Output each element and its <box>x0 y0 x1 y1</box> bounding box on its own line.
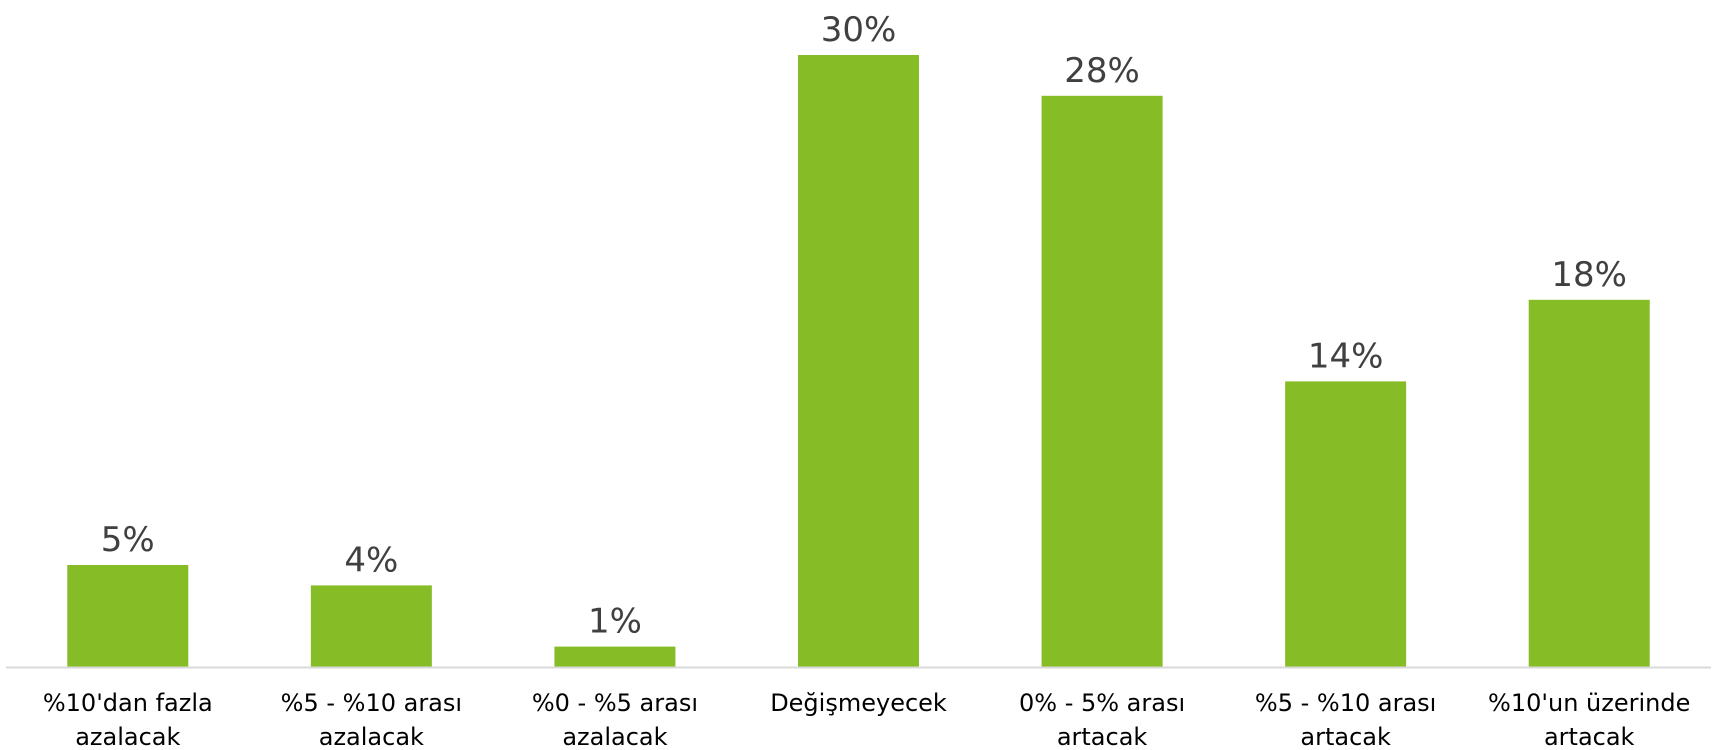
category-label-5-line-0: %5 - %10 arası <box>1255 689 1436 717</box>
category-label-4: 0% - 5% arası artacak <box>1019 689 1185 750</box>
data-label-4: 28% <box>1064 51 1140 91</box>
value-labels-layer: 5% 4% 1% 30% 28% 14% 18% <box>101 10 1627 642</box>
category-label-0-line-0: %10'dan fazla <box>43 689 213 717</box>
category-label-4-line-1: artacak <box>1057 723 1148 750</box>
category-label-6-line-0: %10'un üzerinde <box>1488 689 1690 717</box>
category-label-6-line-1: artacak <box>1544 723 1635 750</box>
category-label-2-line-0: %0 - %5 arası <box>532 689 698 717</box>
category-label-2-line-1: azalacak <box>562 723 667 750</box>
category-label-3-line-0: Değişmeyecek <box>770 689 947 717</box>
category-label-1-line-0: %5 - %10 arası <box>281 689 462 717</box>
data-label-3: 30% <box>821 10 897 50</box>
data-label-1: 4% <box>344 540 398 580</box>
data-label-6: 18% <box>1551 255 1627 295</box>
bar-6 <box>1528 299 1650 667</box>
data-label-5: 14% <box>1308 336 1384 376</box>
category-label-3: Değişmeyecek <box>770 689 947 717</box>
category-label-5: %5 - %10 arası artacak <box>1255 689 1436 750</box>
category-label-6: %10'un üzerinde artacak <box>1488 689 1690 750</box>
bars-layer <box>67 55 1650 668</box>
bar-4 <box>1041 95 1163 668</box>
bar-2 <box>554 646 676 667</box>
bar-1 <box>310 585 432 667</box>
data-label-0: 5% <box>101 520 155 560</box>
bar-0 <box>67 565 189 667</box>
category-label-0-line-1: azalacak <box>75 723 180 750</box>
category-label-1-line-1: azalacak <box>319 723 424 750</box>
category-label-1: %5 - %10 arası azalacak <box>281 689 462 750</box>
bar-5 <box>1285 381 1407 667</box>
bar-3 <box>798 55 919 667</box>
category-labels-layer: %10'dan fazla azalacak %5 - %10 arası azala… <box>43 689 1691 750</box>
category-label-5-line-1: artacak <box>1300 723 1391 750</box>
category-label-4-line-0: 0% - 5% arası <box>1019 689 1185 717</box>
data-label-2: 1% <box>588 602 642 642</box>
category-label-0: %10'dan fazla azalacak <box>43 689 213 750</box>
category-label-2: %0 - %5 arası azalacak <box>532 689 698 750</box>
